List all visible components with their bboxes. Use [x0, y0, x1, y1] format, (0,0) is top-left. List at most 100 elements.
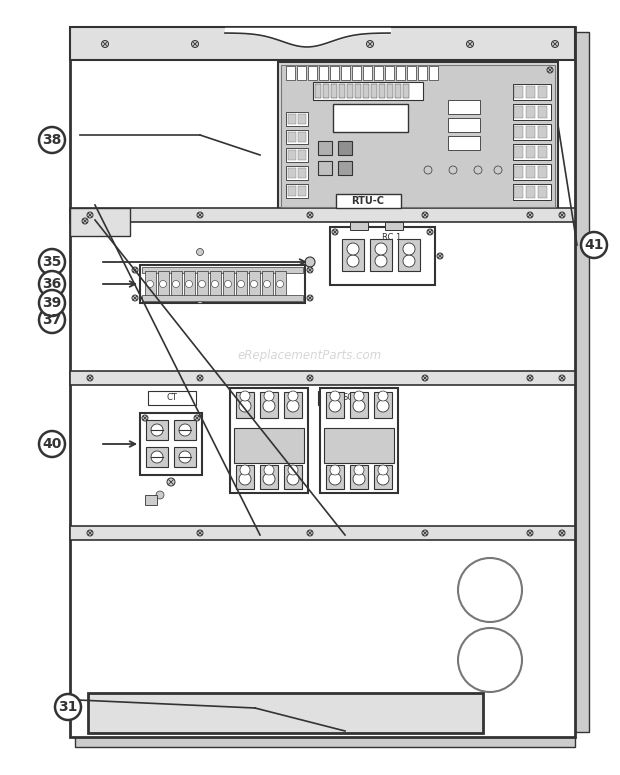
FancyBboxPatch shape: [298, 114, 306, 124]
FancyBboxPatch shape: [70, 208, 130, 236]
FancyBboxPatch shape: [448, 100, 480, 114]
Circle shape: [474, 166, 482, 174]
Circle shape: [82, 218, 88, 224]
Circle shape: [277, 281, 283, 288]
Circle shape: [39, 271, 65, 297]
FancyBboxPatch shape: [526, 186, 535, 198]
Circle shape: [197, 212, 203, 218]
Circle shape: [39, 307, 65, 333]
FancyBboxPatch shape: [538, 106, 547, 118]
FancyBboxPatch shape: [324, 428, 394, 463]
FancyBboxPatch shape: [298, 168, 306, 178]
FancyBboxPatch shape: [538, 86, 547, 98]
Circle shape: [197, 530, 203, 536]
Circle shape: [559, 375, 565, 381]
Circle shape: [307, 267, 313, 273]
FancyBboxPatch shape: [418, 66, 427, 80]
Circle shape: [151, 424, 163, 436]
Circle shape: [307, 212, 313, 218]
Circle shape: [198, 281, 205, 288]
FancyBboxPatch shape: [278, 62, 558, 210]
Circle shape: [172, 281, 180, 288]
FancyBboxPatch shape: [407, 66, 416, 80]
Text: 38: 38: [42, 133, 61, 147]
FancyBboxPatch shape: [326, 465, 344, 489]
FancyBboxPatch shape: [350, 465, 368, 489]
FancyBboxPatch shape: [371, 84, 377, 98]
Circle shape: [287, 400, 299, 412]
Circle shape: [264, 281, 270, 288]
FancyBboxPatch shape: [315, 84, 321, 98]
FancyBboxPatch shape: [538, 146, 547, 158]
FancyBboxPatch shape: [350, 392, 368, 418]
Circle shape: [307, 375, 313, 381]
FancyBboxPatch shape: [286, 130, 308, 144]
FancyBboxPatch shape: [513, 104, 551, 120]
Circle shape: [194, 415, 200, 421]
FancyBboxPatch shape: [145, 271, 156, 297]
FancyBboxPatch shape: [146, 420, 168, 440]
Circle shape: [151, 451, 163, 463]
FancyBboxPatch shape: [514, 146, 523, 158]
FancyBboxPatch shape: [395, 84, 401, 98]
FancyBboxPatch shape: [526, 106, 535, 118]
Circle shape: [39, 127, 65, 153]
Circle shape: [287, 473, 299, 485]
Circle shape: [305, 257, 315, 267]
FancyBboxPatch shape: [70, 371, 575, 385]
FancyBboxPatch shape: [355, 84, 361, 98]
FancyBboxPatch shape: [70, 526, 575, 540]
FancyBboxPatch shape: [526, 146, 535, 158]
FancyBboxPatch shape: [448, 118, 480, 132]
Circle shape: [87, 530, 93, 536]
FancyBboxPatch shape: [140, 413, 202, 475]
FancyBboxPatch shape: [286, 66, 295, 80]
FancyBboxPatch shape: [513, 124, 551, 140]
Circle shape: [559, 530, 565, 536]
FancyBboxPatch shape: [514, 166, 523, 178]
FancyBboxPatch shape: [326, 392, 344, 418]
FancyBboxPatch shape: [318, 161, 332, 175]
FancyBboxPatch shape: [513, 164, 551, 180]
FancyBboxPatch shape: [236, 465, 254, 489]
FancyBboxPatch shape: [210, 271, 221, 297]
FancyBboxPatch shape: [235, 391, 295, 405]
Circle shape: [353, 473, 365, 485]
FancyBboxPatch shape: [297, 66, 306, 80]
FancyBboxPatch shape: [352, 66, 361, 80]
Circle shape: [197, 375, 203, 381]
Circle shape: [288, 391, 298, 401]
Circle shape: [39, 249, 65, 275]
FancyBboxPatch shape: [374, 465, 392, 489]
Circle shape: [197, 249, 203, 256]
Circle shape: [403, 255, 415, 267]
FancyBboxPatch shape: [374, 66, 383, 80]
FancyBboxPatch shape: [262, 271, 273, 297]
Circle shape: [403, 243, 415, 255]
FancyBboxPatch shape: [330, 227, 435, 285]
FancyBboxPatch shape: [339, 84, 345, 98]
Text: 39: 39: [42, 296, 61, 310]
FancyBboxPatch shape: [288, 186, 296, 196]
Circle shape: [527, 530, 533, 536]
Circle shape: [237, 281, 244, 288]
FancyBboxPatch shape: [284, 392, 302, 418]
Circle shape: [494, 166, 502, 174]
FancyBboxPatch shape: [174, 447, 196, 467]
FancyBboxPatch shape: [575, 32, 589, 732]
FancyBboxPatch shape: [288, 168, 296, 178]
FancyBboxPatch shape: [448, 136, 480, 150]
FancyBboxPatch shape: [75, 735, 575, 747]
FancyBboxPatch shape: [320, 388, 398, 493]
FancyBboxPatch shape: [223, 271, 234, 297]
FancyBboxPatch shape: [374, 392, 392, 418]
FancyBboxPatch shape: [526, 86, 535, 98]
Text: CC: CC: [259, 394, 271, 402]
FancyBboxPatch shape: [230, 388, 308, 493]
Circle shape: [353, 400, 365, 412]
Text: RC 1: RC 1: [383, 232, 402, 242]
Circle shape: [185, 281, 192, 288]
FancyBboxPatch shape: [171, 271, 182, 297]
FancyBboxPatch shape: [249, 271, 260, 297]
FancyBboxPatch shape: [333, 104, 408, 132]
